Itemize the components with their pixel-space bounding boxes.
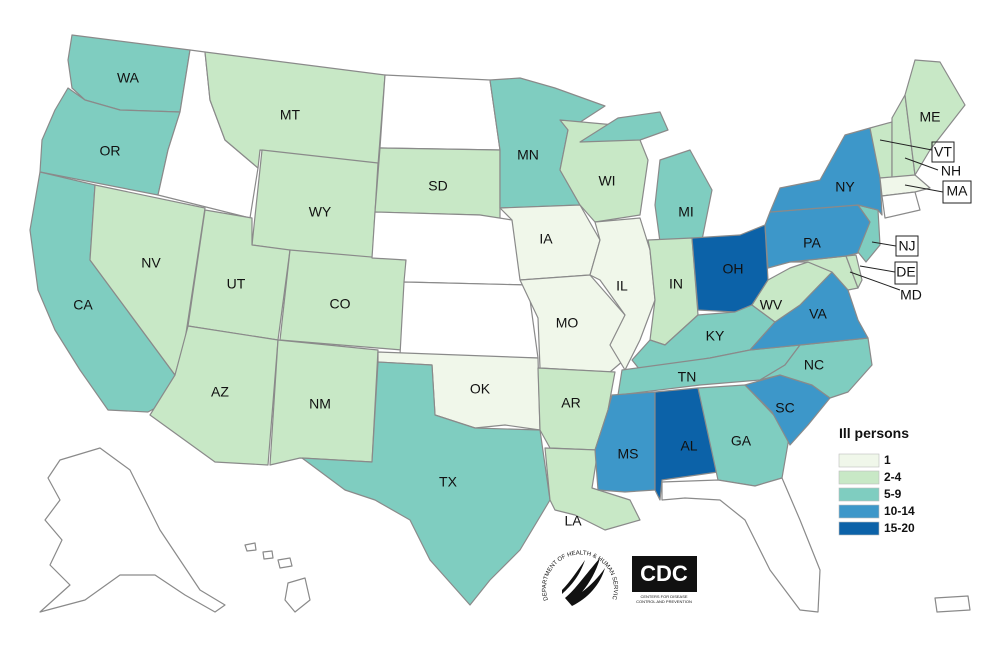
label-md: MD (900, 287, 922, 303)
label-mt: MT (280, 107, 301, 123)
label-nv: NV (141, 255, 161, 271)
cdc-logo: CDC CENTERS FOR DISEASE CONTROL AND PREV… (632, 556, 697, 604)
leader-nj (871, 241, 897, 247)
state-labels: WA OR CA NV MT WY UT CO AZ NM SD MN WI M… (73, 70, 940, 529)
box-ma (942, 180, 972, 204)
label-wi: WI (598, 173, 615, 189)
label-ut: UT (227, 276, 246, 292)
label-sd: SD (428, 178, 447, 194)
state-ct-ri (881, 191, 921, 219)
label-oh: OH (723, 261, 744, 277)
legend-swatch-0 (838, 453, 880, 468)
label-mn: MN (517, 147, 539, 163)
label-vt: VT (934, 144, 952, 160)
label-al: AL (680, 438, 697, 454)
state-ks (399, 281, 539, 359)
label-mi: MI (678, 204, 694, 220)
leader-md (849, 271, 901, 291)
label-ia: IA (539, 231, 553, 247)
label-sc: SC (775, 400, 794, 416)
box-de (894, 261, 918, 285)
state-shapes (29, 34, 971, 613)
legend-items: 1 2-4 5-9 10-14 15-20 (838, 453, 915, 536)
legend-label-1: 2-4 (884, 470, 902, 484)
label-la: LA (564, 513, 582, 529)
label-wa: WA (117, 70, 140, 86)
state-hi (244, 542, 311, 613)
state-de (845, 254, 863, 289)
leader-ma (904, 184, 944, 193)
label-in: IN (669, 276, 683, 292)
state-la (544, 447, 641, 531)
state-nc (759, 337, 873, 399)
box-vt (931, 141, 955, 163)
territory-pr (934, 595, 971, 613)
callout-labels: VT NH MA NJ DE MD (849, 139, 972, 303)
label-ms: MS (618, 446, 639, 462)
label-or: OR (100, 143, 121, 159)
label-il: IL (616, 278, 628, 294)
label-nj: NJ (898, 238, 915, 254)
legend-swatch-3 (838, 504, 880, 519)
label-va: VA (809, 306, 827, 322)
label-ar: AR (561, 395, 580, 411)
label-az: AZ (211, 384, 229, 400)
legend-swatch-4 (838, 521, 880, 536)
label-mo: MO (556, 315, 579, 331)
legend-swatch-2 (838, 487, 880, 502)
legend-label-0: 1 (884, 453, 891, 467)
legend-label-4: 15-20 (884, 521, 915, 535)
state-ak (39, 447, 226, 613)
label-nc: NC (804, 357, 824, 373)
state-fl (661, 477, 821, 613)
state-nd (379, 74, 501, 151)
label-ok: OK (470, 381, 491, 397)
label-nh: NH (941, 163, 961, 179)
label-wv: WV (760, 297, 783, 313)
label-ma: MA (947, 183, 969, 199)
cdc-sub-2: CONTROL AND PREVENTION (636, 599, 692, 604)
legend-title: Ill persons (839, 425, 909, 441)
label-ny: NY (835, 179, 855, 195)
leader-de (859, 265, 896, 273)
label-de: DE (896, 264, 915, 280)
hhs-eagle-icon (562, 558, 605, 606)
label-tn: TN (678, 369, 697, 385)
state-tx (301, 361, 551, 606)
state-ny (769, 127, 883, 216)
label-ga: GA (731, 433, 752, 449)
label-me: ME (920, 109, 941, 125)
box-nj (895, 235, 919, 257)
leader-vt (879, 139, 933, 151)
cdc-logo-box (632, 556, 697, 592)
state-mo (519, 274, 631, 373)
label-ca: CA (73, 297, 93, 313)
label-nm: NM (309, 396, 331, 412)
label-tx: TX (439, 474, 458, 490)
cdc-logo-text: CDC (640, 561, 688, 586)
legend-label-3: 10-14 (884, 504, 915, 518)
cdc-sub-1: CENTERS FOR DISEASE (640, 594, 687, 599)
leader-nh (904, 157, 939, 171)
label-co: CO (330, 296, 351, 312)
label-wy: WY (309, 204, 332, 220)
legend: Ill persons 1 2-4 5-9 10-14 15-20 (838, 425, 915, 536)
legend-swatch-1 (838, 470, 880, 485)
label-ky: KY (706, 328, 725, 344)
legend-label-2: 5-9 (884, 487, 902, 501)
label-pa: PA (803, 235, 821, 251)
